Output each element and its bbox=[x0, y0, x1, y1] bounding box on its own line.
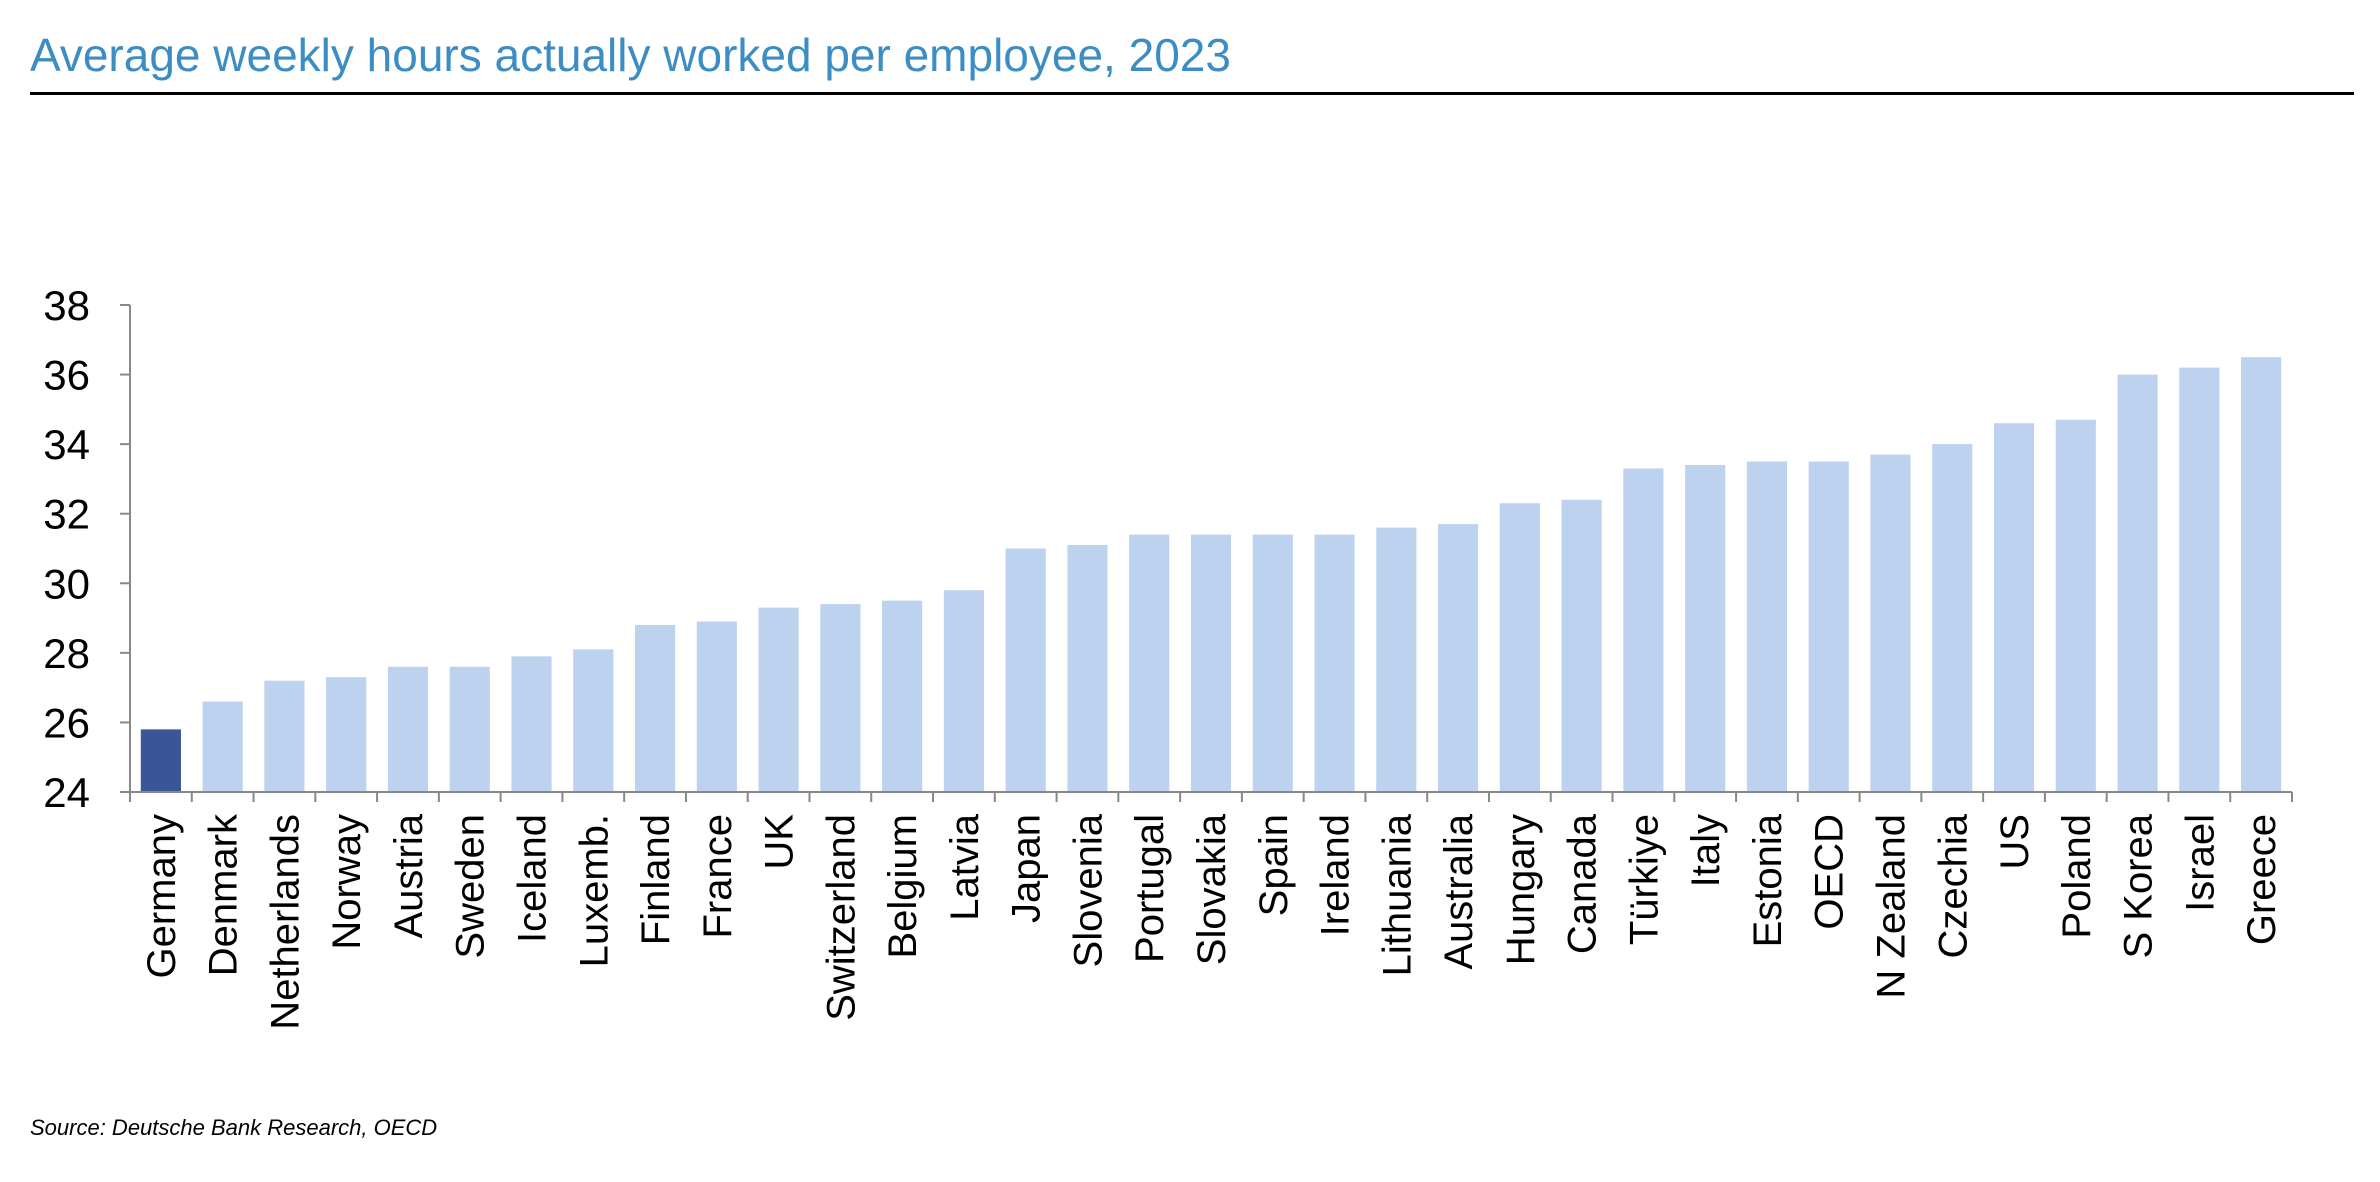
x-category-label: Slovenia bbox=[1066, 813, 1110, 967]
bar-poland bbox=[2055, 419, 2096, 792]
bar-sweden bbox=[449, 666, 490, 792]
bar-latvia bbox=[943, 590, 984, 792]
x-category-label: Slovakia bbox=[1190, 813, 1234, 965]
x-category-label: Spain bbox=[1252, 814, 1296, 916]
y-tick-label: 24 bbox=[43, 769, 90, 816]
bar-italy bbox=[1685, 465, 1726, 792]
y-tick-label: 32 bbox=[43, 491, 90, 538]
x-category-label: N Zealand bbox=[1869, 814, 1913, 999]
y-tick-label: 38 bbox=[43, 282, 90, 329]
x-category-label: Hungary bbox=[1499, 814, 1543, 965]
bar-estonia bbox=[1746, 461, 1788, 792]
y-tick-label: 30 bbox=[43, 560, 90, 607]
bar-t-rkiye bbox=[1623, 468, 1664, 792]
bar-ireland bbox=[1314, 534, 1355, 792]
title-rule bbox=[30, 92, 2354, 95]
bar-norway bbox=[326, 677, 367, 792]
bar-n-zealand bbox=[1870, 454, 1911, 792]
x-category-label: Ireland bbox=[1314, 814, 1358, 936]
x-category-label: Norway bbox=[325, 814, 369, 950]
x-category-label: France bbox=[696, 814, 740, 939]
bar-slovenia bbox=[1067, 545, 1108, 792]
x-category-label: Australia bbox=[1437, 813, 1481, 969]
x-category-label: S Korea bbox=[2117, 813, 2161, 958]
x-category-label: Greece bbox=[2240, 814, 2284, 945]
x-category-label: Japan bbox=[1005, 814, 1049, 923]
bar-us bbox=[1993, 423, 2035, 792]
bar-switzerland bbox=[820, 604, 861, 792]
x-category-label: Canada bbox=[1561, 813, 1605, 954]
x-category-label: Germany bbox=[140, 814, 184, 979]
bar-czechia bbox=[1932, 444, 1973, 792]
bar-spain bbox=[1252, 534, 1293, 792]
bar-portugal bbox=[1129, 534, 1170, 792]
x-category-label: Italy bbox=[1684, 814, 1728, 887]
bar-israel bbox=[2179, 367, 2220, 792]
bar-japan bbox=[1005, 548, 1046, 792]
source-note: Source: Deutsche Bank Research, OECD bbox=[30, 1115, 438, 1140]
bar-belgium bbox=[882, 600, 923, 792]
bar-luxemb bbox=[573, 649, 614, 792]
y-tick-label: 34 bbox=[43, 421, 90, 468]
bar-canada bbox=[1561, 499, 1602, 792]
x-category-label: Czechia bbox=[1931, 813, 1975, 958]
y-tick-label: 26 bbox=[43, 699, 90, 746]
x-category-label: Estonia bbox=[1746, 813, 1790, 947]
x-category-label: US bbox=[1993, 814, 2037, 870]
x-category-label: OECD bbox=[1808, 814, 1852, 930]
bar-s-korea bbox=[2117, 374, 2158, 792]
bar-iceland bbox=[511, 656, 552, 792]
x-category-label: Poland bbox=[2055, 814, 2099, 939]
x-category-label: Belgium bbox=[881, 814, 925, 959]
bar-lithuania bbox=[1376, 527, 1417, 792]
bar-denmark bbox=[202, 701, 243, 792]
x-category-label: Lithuania bbox=[1375, 813, 1419, 976]
x-category-label: Israel bbox=[2178, 814, 2222, 912]
x-category-label: Sweden bbox=[449, 814, 493, 959]
x-category-label: Latvia bbox=[943, 813, 987, 920]
x-category-label: Türkiye bbox=[1622, 814, 1666, 945]
bar-germany bbox=[140, 729, 181, 792]
bar-greece bbox=[2241, 357, 2282, 792]
x-category-label: Denmark bbox=[202, 813, 246, 976]
x-category-label: Finland bbox=[634, 814, 678, 945]
bar-oecd bbox=[1808, 461, 1849, 792]
bar-france bbox=[696, 621, 737, 792]
x-category-label: UK bbox=[758, 814, 802, 870]
bar-finland bbox=[634, 625, 676, 792]
bar-uk bbox=[758, 607, 799, 792]
x-category-label: Iceland bbox=[511, 814, 555, 943]
x-category-label: Switzerland bbox=[819, 814, 863, 1021]
bar-australia bbox=[1438, 524, 1479, 792]
bar-slovakia bbox=[1190, 534, 1232, 792]
bar-austria bbox=[387, 666, 429, 792]
chart-title: Average weekly hours actually worked per… bbox=[30, 29, 1231, 81]
x-category-label: Portugal bbox=[1128, 814, 1172, 963]
y-tick-label: 28 bbox=[43, 630, 90, 677]
bar-hungary bbox=[1499, 503, 1540, 792]
x-category-label: Netherlands bbox=[263, 814, 307, 1030]
bar-netherlands bbox=[264, 680, 305, 792]
y-tick-label: 36 bbox=[43, 352, 90, 399]
x-category-label: Luxemb. bbox=[572, 814, 616, 967]
x-category-label: Austria bbox=[387, 813, 431, 938]
